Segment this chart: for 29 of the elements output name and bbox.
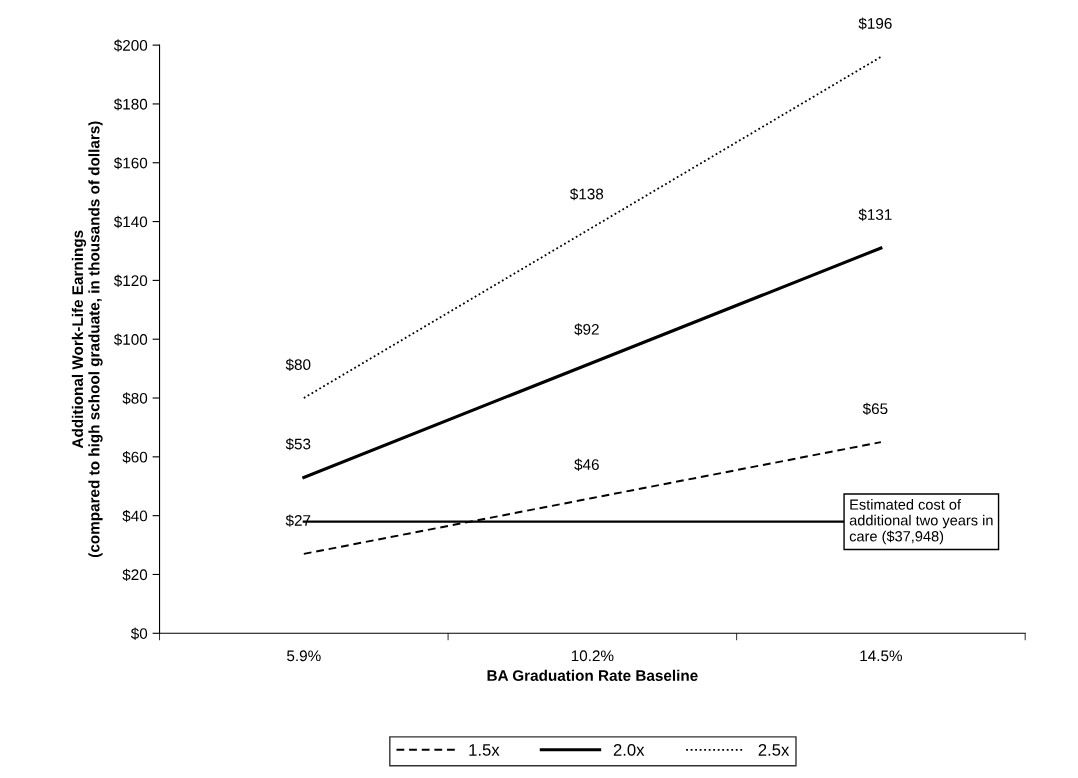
data-label: $80 [285,358,311,371]
legend-label: 1.5x [469,744,500,756]
y-tick-label: $60 [122,451,148,464]
x-tick-label: 14.5% [860,650,903,662]
y-tick-label: $160 [113,156,148,170]
data-label: $138 [569,187,604,201]
y-axis-title: Additional Work-Life Earnings (compared to high school graduate, in thousands of dollars) [71,121,103,557]
data-label: $46 [574,458,599,471]
y-tick-label: $120 [113,274,148,287]
y-tick-label: $40 [122,509,148,523]
data-label: $27 [285,514,311,527]
x-tick-label: 10.2% [571,650,614,662]
x-axis-title: BA Graduation Rate Baseline [487,669,698,681]
y-tick-label: $200 [113,39,148,52]
y-tick-label: $0 [130,627,148,640]
y-tick-label: $80 [122,392,148,405]
legend-label: 2.5x [758,744,790,756]
y-tick-label: $180 [113,98,148,111]
data-label: $131 [858,208,892,221]
data-label: $196 [858,17,892,30]
y-tick-label: $100 [113,333,148,346]
legend-label: 2.0x [613,744,645,756]
data-label: $92 [574,323,599,336]
y-tick-label: $140 [113,215,148,229]
data-label: $65 [862,402,888,416]
data-label: $53 [285,437,311,451]
ref-line-label: Estimated cost of additional two years in care ($37,948) [849,499,993,545]
x-tick-label: 5.9% [287,650,321,662]
y-tick-label: $20 [122,568,148,582]
